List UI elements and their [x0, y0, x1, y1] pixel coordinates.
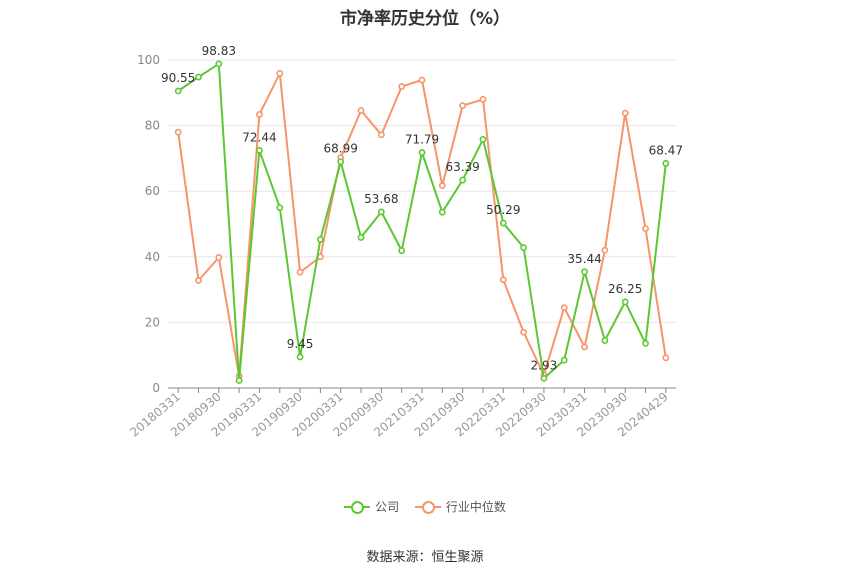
- data-point-company: [377, 208, 385, 216]
- data-point-industry-median: [174, 128, 182, 136]
- data-point-industry-median: [642, 225, 649, 232]
- data-point-industry-median: [621, 109, 629, 117]
- data-point-company: [357, 234, 365, 241]
- legend: 公司 行业中位数: [0, 498, 850, 517]
- y-tick-label: 0: [152, 381, 160, 395]
- legend-item-company[interactable]: 公司: [344, 498, 399, 515]
- data-source: 数据来源：恒生聚源: [366, 550, 484, 565]
- data-point-company: [195, 73, 202, 81]
- data-point-industry-median: [195, 277, 202, 284]
- data-point-company: [560, 356, 568, 364]
- data-labels: 90.55 98.83 72.44 9.45 68.99 53.68 71.79 63.39 5…: [161, 44, 683, 373]
- data-point-company: [276, 204, 284, 211]
- data-point-industry-median: [296, 268, 304, 276]
- data-point-company: [235, 377, 243, 384]
- data-point-company: [398, 247, 406, 254]
- data-point-company: [256, 146, 263, 154]
- data-point-industry-median: [418, 76, 426, 84]
- data-point-company: [520, 244, 527, 252]
- data-label: 90.55: [161, 71, 195, 85]
- y-tick-label: 60: [145, 184, 160, 198]
- data-point-company: [499, 219, 507, 227]
- line-chart: 0204060801002018033120180930201903312019…: [127, 44, 683, 440]
- data-point-company: [621, 298, 629, 306]
- data-point-company: [479, 135, 487, 143]
- data-point-company: [459, 176, 467, 184]
- legend-label-company: 公司: [375, 500, 400, 514]
- data-label: 68.99: [324, 142, 358, 156]
- data-point-company: [337, 158, 345, 166]
- data-point-industry-median: [215, 254, 223, 261]
- y-tick-label: 20: [145, 315, 160, 329]
- data-label: 68.47: [649, 143, 683, 157]
- data-label: 50.29: [486, 203, 520, 217]
- data-point-company: [296, 353, 304, 361]
- data-label: 72.44: [242, 130, 276, 144]
- data-point-company: [642, 339, 649, 347]
- data-point-company: [662, 160, 670, 167]
- data-point-industry-median: [256, 111, 263, 118]
- legend-item-industry-median[interactable]: 行业中位数: [414, 498, 506, 515]
- data-label: 35.44: [567, 252, 601, 266]
- data-label: 98.83: [202, 44, 236, 58]
- grid-lines: [168, 59, 676, 323]
- legend-label-industry-median: 行业中位数: [445, 500, 506, 514]
- data-label: 71.79: [405, 133, 439, 147]
- data-point-industry-median: [601, 246, 609, 254]
- y-tick-label: 80: [145, 119, 160, 133]
- data-point-industry-median: [520, 328, 527, 336]
- series: [174, 60, 670, 384]
- data-point-industry-median: [459, 102, 467, 109]
- data-point-industry-median: [499, 276, 507, 284]
- data-point-industry-median: [398, 83, 406, 90]
- data-label: 63.39: [445, 160, 479, 174]
- data-label: 9.45: [287, 337, 314, 351]
- chart-title: 市净率历史分位（%）: [339, 9, 511, 29]
- series-line-industry-median: [177, 72, 667, 378]
- y-tick-label: 100: [137, 53, 160, 67]
- data-point-industry-median: [276, 70, 284, 77]
- data-point-industry-median: [662, 354, 670, 362]
- data-point-industry-median: [581, 343, 588, 351]
- data-point-industry-median: [560, 304, 568, 312]
- data-point-company: [581, 268, 588, 276]
- legend-swatch-company: [344, 500, 371, 514]
- data-point-industry-median: [479, 95, 487, 103]
- data-point-company: [438, 208, 446, 216]
- y-tick-label: 40: [145, 250, 160, 264]
- data-point-industry-median: [357, 107, 365, 114]
- data-label: 26.25: [608, 282, 642, 296]
- data-point-industry-median: [377, 131, 385, 139]
- data-point-company: [174, 87, 182, 95]
- data-point-company: [215, 60, 223, 68]
- data-point-company: [418, 149, 426, 156]
- data-point-company: [316, 236, 324, 243]
- legend-swatch-industry-median: [414, 500, 441, 514]
- data-point-company: [540, 374, 548, 382]
- data-label: 53.68: [364, 192, 398, 206]
- data-label: 2.93: [531, 358, 558, 372]
- data-point-industry-median: [438, 182, 446, 190]
- data-point-company: [601, 337, 609, 344]
